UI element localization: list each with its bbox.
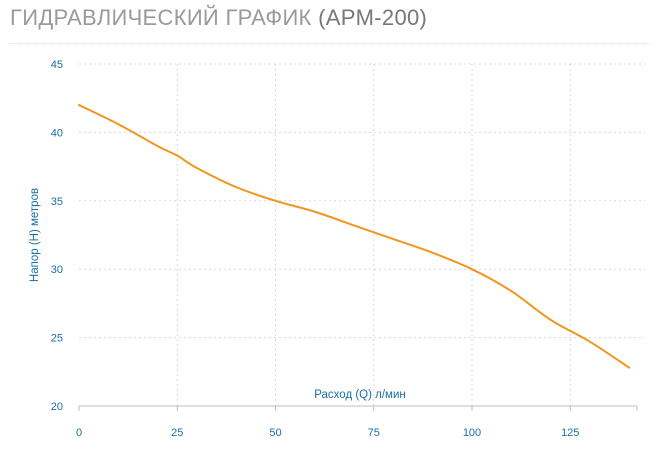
x-tick-labels: 0 25 50 75 100 125: [76, 427, 579, 439]
series-line: [78, 104, 631, 369]
page-title: ГИДРАВЛИЧЕСКИЙ ГРАФИК (APM-200): [10, 5, 427, 31]
x-tick-label: 25: [171, 427, 183, 439]
title-divider: [10, 43, 650, 44]
chart-grid: [79, 63, 645, 406]
x-tick-label: 0: [76, 427, 82, 439]
y-tick-label: 30: [51, 264, 63, 276]
x-tick-label: 100: [463, 427, 481, 439]
x-tick-label: 50: [269, 427, 281, 439]
y-tick-label: 45: [51, 59, 63, 71]
chart-series: [78, 104, 631, 369]
x-tick-label: 125: [561, 427, 579, 439]
x-axis-label: Расход (Q) л/мин: [314, 389, 406, 401]
y-tick-label: 20: [51, 401, 63, 413]
title-main: ГИДРАВЛИЧЕСКИЙ ГРАФИК: [10, 5, 312, 30]
title-model: (APM-200): [318, 5, 428, 30]
y-tick-label: 25: [51, 333, 63, 345]
chart-axes: [78, 405, 638, 411]
y-axis-label: Напор (H) метров: [29, 188, 41, 282]
y-tick-label: 35: [51, 196, 63, 208]
x-tick-label: 75: [368, 427, 380, 439]
y-tick-labels: 20 25 30 35 40 45: [51, 59, 63, 413]
y-tick-label: 40: [51, 127, 63, 139]
